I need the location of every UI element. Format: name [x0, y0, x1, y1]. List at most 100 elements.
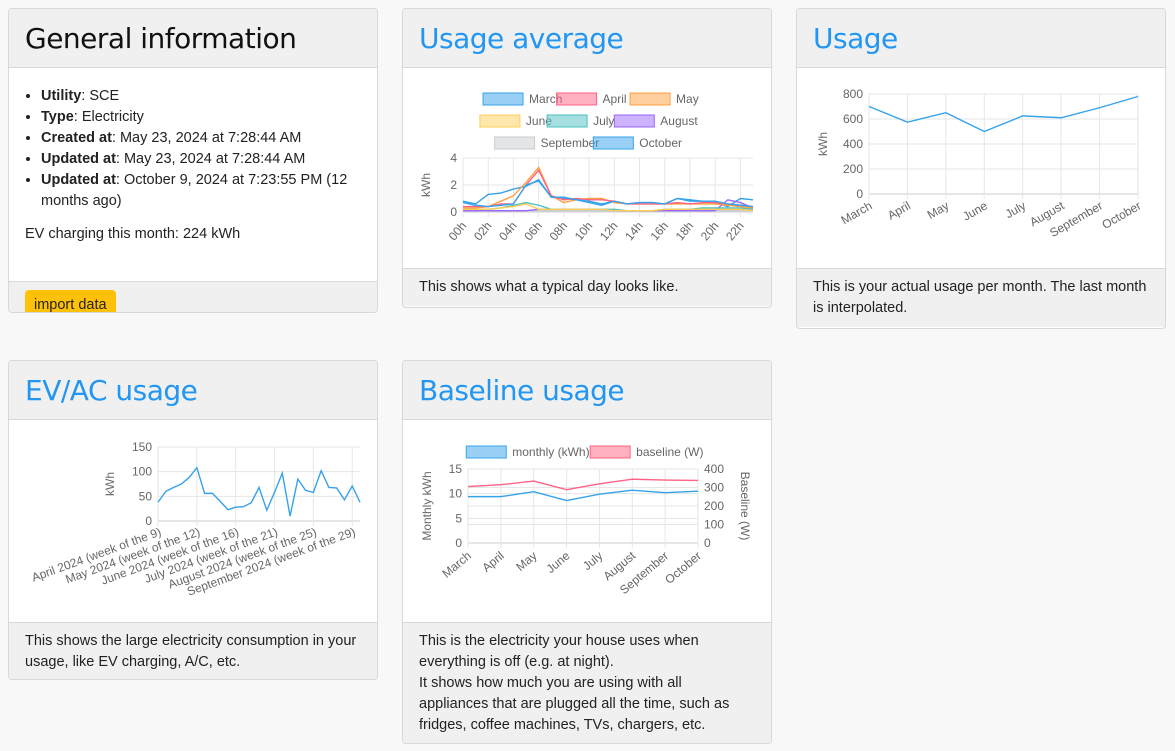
y-tick-label: 0	[145, 514, 152, 528]
x-tick-label: June	[544, 548, 573, 576]
y-axis-label: Monthly kWh	[420, 471, 434, 540]
info-item: Type: Electricity	[41, 107, 377, 128]
x-tick-label: April	[885, 198, 913, 222]
legend-label: April	[603, 92, 627, 106]
card-footer: This shows what a typical day looks like…	[403, 268, 771, 306]
x-tick-label: May	[925, 198, 952, 221]
y-tick-label: 400	[704, 462, 724, 476]
legend-label: May	[676, 92, 699, 106]
y-axis-label: kWh	[419, 173, 433, 197]
x-tick-label: 06h	[521, 219, 545, 243]
card-footer: This is your actual usage per month. The…	[797, 268, 1165, 327]
card-title: EV/AC usage	[25, 373, 198, 407]
info-item: Utility: SCE	[41, 86, 377, 107]
legend-label: monthly (kWh)	[512, 445, 589, 459]
general-info-card: General information Utility: SCEType: El…	[8, 8, 378, 313]
legend-label: September	[541, 136, 600, 150]
x-tick-label: 12h	[597, 219, 621, 243]
y-tick-label: 0	[450, 205, 457, 219]
y-tick-label: 0	[455, 536, 462, 550]
legend-swatch	[556, 92, 598, 106]
x-tick-label: March	[439, 549, 474, 581]
legend-swatch	[465, 445, 507, 459]
card-footer-line1: This is the electricity your house uses …	[419, 633, 699, 670]
info-item: Updated at: May 23, 2024 at 7:28:44 AM	[41, 149, 377, 170]
y-axis-label: kWh	[103, 472, 117, 496]
y-tick-label: 150	[132, 440, 152, 454]
legend-swatch	[494, 136, 536, 150]
y-tick-label: 800	[843, 87, 863, 101]
legend-swatch	[479, 114, 521, 128]
info-label: Type	[41, 109, 74, 125]
x-tick-label: July	[580, 549, 605, 573]
y-tick-label: 10	[449, 487, 463, 501]
info-value: : SCE	[81, 88, 120, 104]
info-item: Created at: May 23, 2024 at 7:28:44 AM	[41, 128, 377, 149]
x-tick-label: May	[513, 549, 539, 574]
card-title: Baseline usage	[419, 373, 625, 407]
y-tick-label: 4	[450, 151, 457, 165]
card-footer: This shows the large electricity consump…	[9, 622, 377, 679]
legend-label: baseline (W)	[636, 445, 703, 459]
y-tick-label: 600	[843, 112, 863, 126]
legend-label: July	[593, 114, 614, 128]
series-line	[462, 180, 754, 208]
info-list: Utility: SCEType: ElectricityCreated at:…	[9, 86, 377, 212]
y-tick-label: 200	[704, 499, 724, 513]
x-tick-label: March	[839, 198, 875, 227]
x-tick-label: 02h	[471, 219, 495, 243]
legend-swatch	[546, 114, 588, 128]
info-item: Updated at: October 9, 2024 at 7:23:55 P…	[41, 170, 377, 212]
evac-usage-card: EV/AC usage 0 50 100 150 kWh April 2024 (week…	[8, 360, 378, 680]
x-tick-label: October	[1100, 198, 1144, 231]
card-title: Usage average	[419, 21, 624, 55]
y-axis-label: kWh	[816, 132, 830, 156]
series-line	[467, 478, 699, 491]
y-tick-label: 15	[449, 462, 463, 476]
y-tick-label: 2	[450, 178, 457, 192]
info-value: : May 23, 2024 at 7:28:44 AM	[115, 151, 306, 167]
y-tick-label: 100	[704, 518, 724, 532]
info-label: Utility	[41, 88, 82, 104]
y-tick-label: 5	[455, 511, 462, 525]
legend-swatch	[629, 92, 671, 106]
series-line	[463, 203, 754, 212]
legend-swatch	[613, 114, 655, 128]
y-axis-label: Baseline (W)	[738, 472, 752, 541]
x-tick-label: 08h	[547, 219, 571, 243]
info-label: Updated at	[41, 151, 116, 167]
legend-swatch	[592, 136, 634, 150]
y-tick-label: 0	[704, 536, 711, 550]
x-tick-label: October	[662, 549, 704, 587]
info-value: : October 9, 2024 at 7:23:55 PM (12 mont…	[41, 172, 348, 209]
series-line	[468, 489, 699, 502]
info-label: Created at	[41, 130, 112, 146]
series-line	[157, 466, 361, 517]
x-tick-label: 22h	[723, 219, 747, 243]
ev-charging-text: EV charging this month: 224 kWh	[25, 226, 241, 242]
usage-average-chart: March April May June July August September Octo…	[419, 92, 754, 243]
x-tick-label: 04h	[496, 219, 520, 243]
baseline-usage-card: Baseline usage monthly (kWh) baseline (W)…	[402, 360, 772, 744]
import-data-button[interactable]: import data	[25, 290, 116, 312]
series-line	[868, 95, 1139, 133]
y-tick-label: 400	[843, 137, 863, 151]
usage-average-card: Usage average March April May June July Augus…	[402, 8, 772, 308]
y-tick-label: 300	[704, 481, 724, 495]
x-tick-label: 10h	[572, 219, 596, 243]
legend-label: June	[526, 114, 552, 128]
legend-label: August	[660, 114, 698, 128]
x-tick-label: 20h	[698, 219, 722, 243]
y-tick-label: 100	[132, 465, 152, 479]
x-tick-label: July	[1003, 198, 1028, 221]
y-tick-label: 50	[139, 489, 153, 503]
x-tick-label: April	[479, 549, 506, 575]
x-tick-label: 00h	[446, 219, 470, 243]
card-title: General information	[25, 21, 297, 55]
baseline-chart: monthly (kWh) baseline (W) 0 5 10 15 0 100 200 30…	[420, 445, 752, 597]
legend-label: March	[529, 92, 562, 106]
info-value: : Electricity	[73, 109, 144, 125]
info-value: : May 23, 2024 at 7:28:44 AM	[111, 130, 302, 146]
